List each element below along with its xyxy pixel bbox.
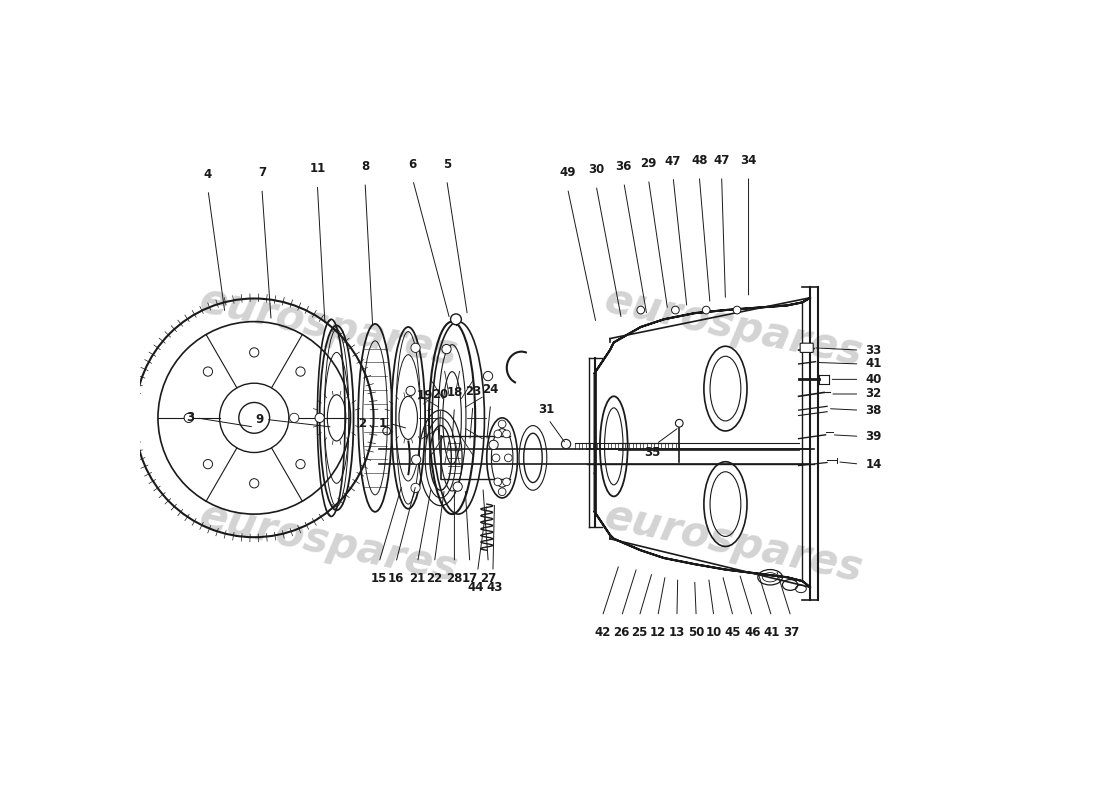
Text: 14: 14 <box>866 458 882 470</box>
Text: 47: 47 <box>664 154 681 168</box>
Circle shape <box>296 367 305 376</box>
Circle shape <box>296 459 305 469</box>
Circle shape <box>675 419 683 427</box>
Circle shape <box>733 306 741 314</box>
Circle shape <box>442 345 451 354</box>
Text: 35: 35 <box>645 446 660 459</box>
Text: 36: 36 <box>616 160 632 173</box>
Circle shape <box>498 488 506 496</box>
Text: 27: 27 <box>481 572 496 585</box>
Text: 28: 28 <box>447 572 463 585</box>
Circle shape <box>411 455 421 464</box>
Text: 17: 17 <box>462 572 477 585</box>
Text: 2: 2 <box>358 417 366 430</box>
Text: 10: 10 <box>706 626 722 638</box>
Text: 42: 42 <box>594 626 610 638</box>
Text: 45: 45 <box>725 626 741 638</box>
Text: 46: 46 <box>744 626 761 638</box>
Circle shape <box>204 459 212 469</box>
Text: 33: 33 <box>866 344 882 357</box>
Circle shape <box>703 306 711 314</box>
Text: 44: 44 <box>468 581 484 594</box>
Text: 48: 48 <box>691 154 707 167</box>
Circle shape <box>406 386 415 395</box>
Circle shape <box>490 440 498 450</box>
Circle shape <box>505 454 513 462</box>
Text: 22: 22 <box>427 572 442 585</box>
Text: 20: 20 <box>432 388 449 401</box>
Text: 41: 41 <box>866 358 882 370</box>
Circle shape <box>494 478 502 486</box>
Text: 34: 34 <box>740 154 757 167</box>
Text: 40: 40 <box>866 373 882 386</box>
Text: 50: 50 <box>688 626 704 638</box>
Text: 47: 47 <box>714 154 729 167</box>
Text: 38: 38 <box>866 404 882 417</box>
Text: 5: 5 <box>442 158 451 170</box>
Text: 4: 4 <box>204 168 212 181</box>
Circle shape <box>671 306 680 314</box>
Text: 30: 30 <box>588 163 604 176</box>
Circle shape <box>250 478 258 488</box>
Circle shape <box>250 348 258 357</box>
Text: 37: 37 <box>783 626 799 638</box>
Text: 32: 32 <box>866 387 882 401</box>
Text: 16: 16 <box>387 572 404 585</box>
Circle shape <box>492 454 499 462</box>
Text: 39: 39 <box>866 430 882 443</box>
Text: eurospares: eurospares <box>196 279 462 375</box>
Text: 13: 13 <box>669 626 685 638</box>
Circle shape <box>453 482 462 491</box>
Text: eurospares: eurospares <box>601 279 866 375</box>
Text: 11: 11 <box>309 162 326 175</box>
Text: 18: 18 <box>447 386 463 399</box>
Text: 23: 23 <box>465 385 481 398</box>
Circle shape <box>315 414 324 422</box>
Text: 21: 21 <box>409 572 426 585</box>
Circle shape <box>503 430 510 438</box>
Text: eurospares: eurospares <box>601 494 866 590</box>
Text: 8: 8 <box>361 160 370 173</box>
Text: 7: 7 <box>257 166 266 179</box>
Text: eurospares: eurospares <box>196 494 462 590</box>
Text: 25: 25 <box>631 626 648 638</box>
Circle shape <box>494 430 502 438</box>
Circle shape <box>637 306 645 314</box>
Text: 6: 6 <box>409 158 417 170</box>
FancyBboxPatch shape <box>800 343 813 353</box>
Circle shape <box>411 343 420 353</box>
Text: 29: 29 <box>640 157 657 170</box>
Circle shape <box>498 420 506 428</box>
Text: 41: 41 <box>763 626 780 638</box>
Text: 1: 1 <box>378 417 387 430</box>
Circle shape <box>451 314 461 325</box>
Text: 43: 43 <box>486 581 503 594</box>
Text: 15: 15 <box>371 572 387 585</box>
Circle shape <box>411 483 420 493</box>
Circle shape <box>483 371 493 381</box>
Circle shape <box>184 414 194 422</box>
Circle shape <box>561 439 571 449</box>
Text: 26: 26 <box>614 626 629 638</box>
Text: 49: 49 <box>560 166 576 179</box>
Circle shape <box>503 478 510 486</box>
Text: 24: 24 <box>483 383 498 396</box>
Text: 3: 3 <box>186 411 195 424</box>
Circle shape <box>289 414 299 422</box>
Text: 31: 31 <box>539 402 554 415</box>
Text: 9: 9 <box>255 413 264 426</box>
Text: 12: 12 <box>650 626 666 638</box>
Circle shape <box>204 367 212 376</box>
Text: 19: 19 <box>417 390 433 402</box>
